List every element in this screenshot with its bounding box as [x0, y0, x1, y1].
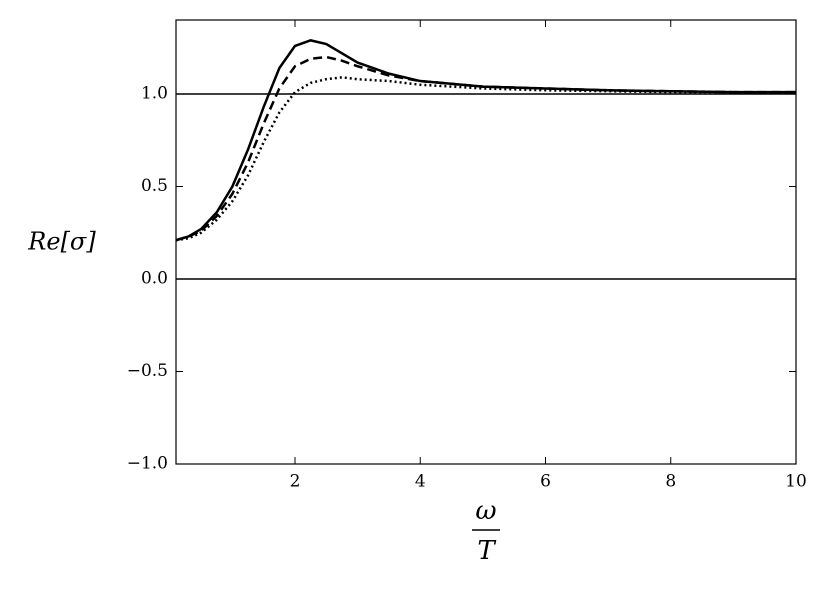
data-line	[175, 55, 796, 242]
y-axis-label: Re[σ]	[27, 228, 96, 256]
x-tick-label: 10	[785, 472, 807, 492]
x-axis-label-denominator: T	[477, 536, 496, 566]
x-tick-label: 8	[665, 472, 676, 492]
data-line	[175, 76, 797, 242]
plot-frame	[175, 19, 797, 465]
data-line	[175, 39, 796, 242]
y-tick-label: −1.0	[127, 454, 168, 474]
y-tick-label: 1.0	[141, 84, 168, 104]
x-tick-label: 2	[290, 472, 301, 492]
x-tick-label: 4	[415, 472, 426, 492]
x-axis-label-numerator: ω	[475, 496, 496, 526]
x-tick-label: 6	[540, 472, 551, 492]
y-tick-label: −0.5	[127, 361, 168, 381]
y-tick-label: 0.5	[141, 176, 168, 196]
y-tick-label: 0.0	[141, 269, 168, 289]
